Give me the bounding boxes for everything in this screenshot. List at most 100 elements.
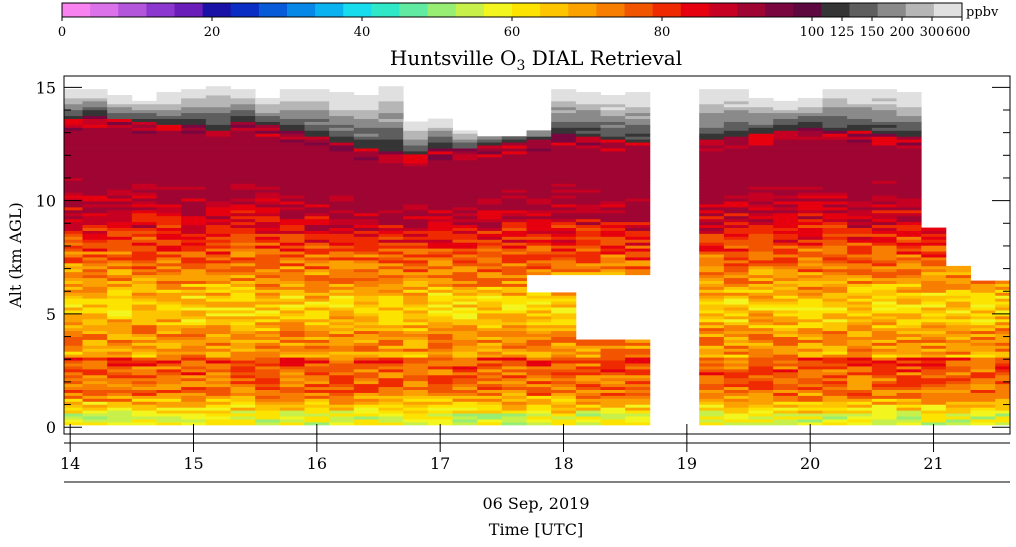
heatmap-cell xyxy=(501,416,527,420)
heatmap-cell xyxy=(797,168,823,173)
heatmap-cell xyxy=(773,351,799,355)
heatmap-cell xyxy=(501,274,527,279)
heatmap-cell xyxy=(82,139,108,143)
heatmap-cell xyxy=(279,159,305,164)
heatmap-cell xyxy=(181,115,207,119)
heatmap-cell xyxy=(871,136,897,140)
heatmap-cell xyxy=(773,401,799,405)
heatmap-cell xyxy=(279,345,305,349)
heatmap-cell xyxy=(403,204,429,208)
heatmap-cell xyxy=(181,339,207,343)
heatmap-cell xyxy=(871,374,897,379)
heatmap-cell xyxy=(822,97,848,102)
heatmap-cell xyxy=(205,145,231,149)
heatmap-cell xyxy=(773,206,799,211)
heatmap-cell xyxy=(625,366,651,370)
heatmap-cell xyxy=(378,348,404,352)
heatmap-cell xyxy=(575,371,601,376)
heatmap-cell xyxy=(699,221,725,226)
heatmap-cell xyxy=(230,271,256,276)
heatmap-cell xyxy=(353,189,379,193)
heatmap-cell xyxy=(501,212,527,217)
heatmap-cell xyxy=(625,153,651,158)
heatmap-cell xyxy=(600,162,626,167)
heatmap-cell xyxy=(378,274,404,279)
heatmap-cell xyxy=(427,351,453,355)
heatmap-cell xyxy=(353,277,379,282)
heatmap-cell xyxy=(921,363,947,367)
heatmap-cell xyxy=(699,389,725,393)
heatmap-cell xyxy=(551,407,577,411)
heatmap-cell xyxy=(452,142,478,146)
heatmap-cell xyxy=(847,283,873,287)
heatmap-cell xyxy=(797,209,823,214)
heatmap-cell xyxy=(304,142,330,146)
heatmap-cell xyxy=(723,251,749,255)
heatmap-cell xyxy=(181,224,207,228)
heatmap-cell xyxy=(107,298,133,302)
heatmap-cell xyxy=(403,165,429,170)
heatmap-cell xyxy=(427,301,453,305)
heatmap-cell xyxy=(970,404,996,408)
heatmap-cell xyxy=(847,177,873,181)
heatmap-cell xyxy=(970,283,996,287)
heatmap-cell xyxy=(748,342,774,346)
heatmap-cell xyxy=(600,177,626,181)
heatmap-cell xyxy=(896,156,922,161)
heatmap-cell xyxy=(181,421,207,426)
heatmap-cell xyxy=(600,174,626,178)
heatmap-cell xyxy=(205,286,231,290)
heatmap-cell xyxy=(378,280,404,284)
heatmap-cell xyxy=(822,371,848,376)
heatmap-cell xyxy=(353,118,379,122)
heatmap-cell xyxy=(723,189,749,193)
heatmap-cell xyxy=(871,215,897,220)
heatmap-cell xyxy=(871,195,897,199)
heatmap-cell xyxy=(427,274,453,279)
heatmap-cell xyxy=(378,204,404,208)
heatmap-cell xyxy=(551,410,577,414)
heatmap-cell xyxy=(723,171,749,175)
heatmap-cell xyxy=(378,401,404,405)
heatmap-cell xyxy=(255,145,281,149)
heatmap-cell xyxy=(896,286,922,290)
heatmap-cell xyxy=(945,386,971,390)
heatmap-cell xyxy=(822,230,848,234)
heatmap-cell xyxy=(995,321,1010,326)
heatmap-cell xyxy=(156,251,182,255)
heatmap-cell xyxy=(748,218,774,223)
heatmap-cell xyxy=(551,95,577,99)
heatmap-cell xyxy=(748,103,774,108)
heatmap-cell xyxy=(403,374,429,379)
heatmap-cell xyxy=(64,289,83,293)
heatmap-cell xyxy=(279,366,305,370)
heatmap-cell xyxy=(822,206,848,211)
heatmap-cell xyxy=(699,92,725,96)
heatmap-cell xyxy=(205,100,231,105)
heatmap-cell xyxy=(403,395,429,399)
heatmap-cell xyxy=(452,133,478,137)
heatmap-cell xyxy=(551,357,577,361)
colorbar-cell xyxy=(174,3,204,17)
heatmap-cell xyxy=(773,221,799,226)
heatmap-cell xyxy=(551,153,577,158)
heatmap-cell xyxy=(822,233,848,237)
heatmap-cell xyxy=(526,265,552,270)
heatmap-cell xyxy=(699,201,725,205)
heatmap-cell xyxy=(748,148,774,152)
heatmap-cell xyxy=(107,106,133,111)
heatmap-cell xyxy=(699,295,725,299)
heatmap-cell xyxy=(871,407,897,411)
heatmap-cell xyxy=(452,251,478,255)
heatmap-cell xyxy=(378,106,404,111)
heatmap-cell xyxy=(255,280,281,284)
heatmap-cell xyxy=(107,304,133,308)
heatmap-cell xyxy=(304,139,330,143)
heatmap-cell xyxy=(403,339,429,343)
colorbar-cell xyxy=(230,3,260,17)
heatmap-cell xyxy=(945,363,971,367)
heatmap-cell xyxy=(847,195,873,199)
heatmap-cell xyxy=(378,156,404,161)
heatmap-cell xyxy=(625,357,651,361)
heatmap-cell xyxy=(945,283,971,287)
